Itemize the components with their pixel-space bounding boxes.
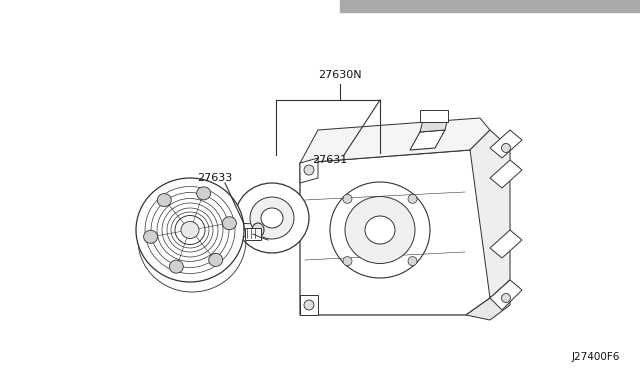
Polygon shape (420, 118, 448, 132)
Ellipse shape (304, 165, 314, 175)
Ellipse shape (365, 216, 395, 244)
Ellipse shape (408, 195, 417, 203)
Bar (420, 110, 448, 122)
Polygon shape (490, 230, 522, 258)
Ellipse shape (261, 208, 283, 228)
Polygon shape (470, 130, 510, 298)
Ellipse shape (343, 257, 352, 266)
Polygon shape (300, 295, 318, 315)
Ellipse shape (235, 183, 309, 253)
Ellipse shape (330, 182, 430, 278)
Polygon shape (300, 158, 318, 183)
Text: J27400F6: J27400F6 (572, 352, 620, 362)
Ellipse shape (175, 215, 205, 244)
Polygon shape (466, 280, 510, 320)
Polygon shape (490, 160, 522, 188)
Text: 27630N: 27630N (318, 70, 362, 80)
Ellipse shape (196, 187, 211, 200)
Ellipse shape (502, 294, 511, 302)
Ellipse shape (157, 193, 172, 206)
Polygon shape (490, 280, 522, 310)
Ellipse shape (304, 300, 314, 310)
Polygon shape (300, 118, 490, 163)
Ellipse shape (502, 144, 511, 153)
Ellipse shape (345, 196, 415, 263)
Ellipse shape (143, 230, 157, 243)
Ellipse shape (170, 260, 183, 273)
Bar (340, 0, 640, 12)
Ellipse shape (343, 195, 352, 203)
Polygon shape (410, 130, 445, 150)
Ellipse shape (222, 217, 236, 230)
Ellipse shape (209, 253, 223, 266)
Bar (245, 228, 261, 240)
Text: 27633: 27633 (197, 173, 232, 183)
Ellipse shape (250, 197, 294, 239)
Ellipse shape (408, 257, 417, 266)
Ellipse shape (181, 221, 199, 238)
Polygon shape (300, 150, 490, 315)
Ellipse shape (136, 178, 244, 282)
Text: 27631: 27631 (312, 155, 348, 165)
Ellipse shape (252, 223, 264, 237)
Polygon shape (490, 130, 522, 158)
